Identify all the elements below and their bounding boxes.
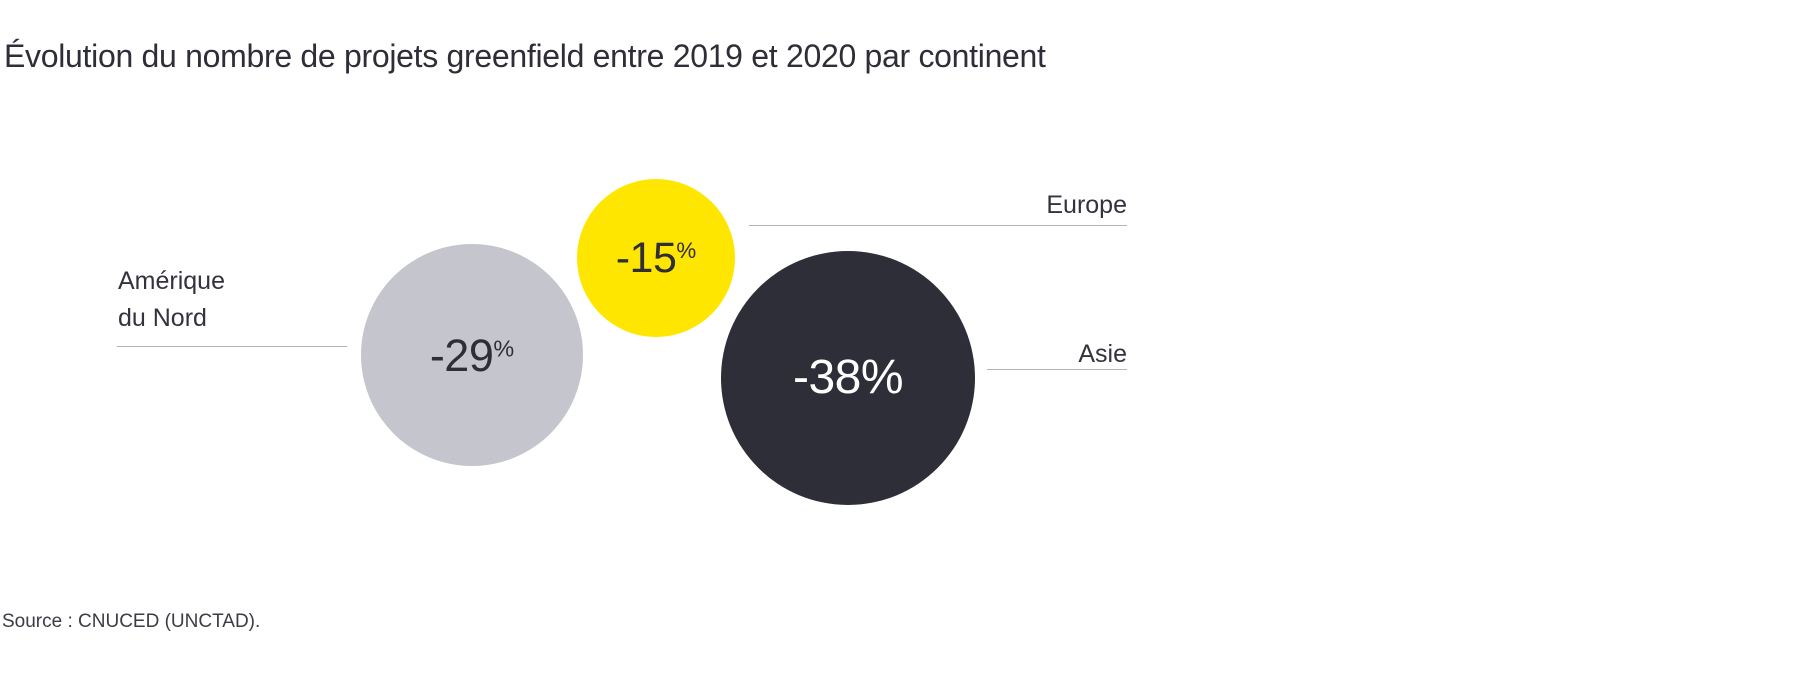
bubble-asie: -38% xyxy=(721,251,975,505)
leader-line-europe xyxy=(749,225,1127,226)
label-line-1: Amérique xyxy=(118,267,225,295)
bubble-value-number: -15 xyxy=(615,233,677,282)
bubble-value-amerique-du-nord: -29% xyxy=(430,333,514,378)
percent-sign: % xyxy=(676,237,697,263)
label-line-1: Asie xyxy=(1078,340,1127,368)
continent-label-amerique-du-nord: Amérique du Nord xyxy=(118,263,225,337)
leader-line-asie xyxy=(987,369,1127,370)
label-line-2: du Nord xyxy=(118,304,207,332)
bubble-value-asie: -38% xyxy=(792,351,904,404)
continent-label-asie: Asie xyxy=(1078,336,1127,373)
percent-sign: % xyxy=(860,351,904,404)
bubble-value-europe: -15% xyxy=(615,233,697,282)
continent-label-europe: Europe xyxy=(1046,187,1127,224)
bubble-europe: -15% xyxy=(577,179,735,337)
bubble-amerique-du-nord: -29% xyxy=(361,244,583,466)
percent-sign: % xyxy=(493,335,515,361)
bubble-value-number: -29 xyxy=(429,329,494,381)
label-line-1: Europe xyxy=(1046,191,1127,219)
source-note: Source : CNUCED (UNCTAD). xyxy=(2,611,261,632)
leader-line-amerique-du-nord xyxy=(117,346,347,347)
bubble-value-number: -38 xyxy=(792,351,861,404)
chart-title: Évolution du nombre de projets greenfiel… xyxy=(4,38,1046,74)
